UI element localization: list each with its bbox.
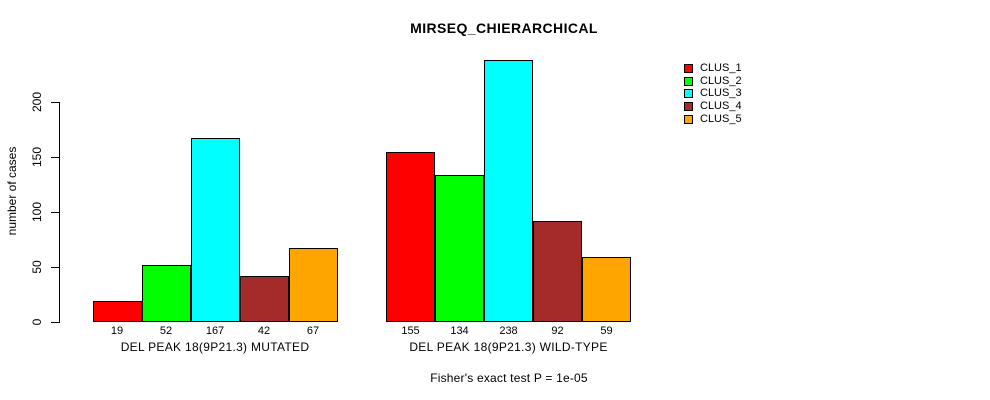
legend-label: CLUS_4 [700,99,742,112]
bar-value-label: 59 [600,325,613,337]
bar-clus_2-group2 [435,174,484,322]
y-axis-line [59,102,60,323]
y-axis-tick [51,212,59,213]
bar-clus_1-group2 [386,151,435,322]
legend-color-swatch [684,89,693,99]
legend-label: CLUS_5 [700,112,742,125]
legend-color-swatch [684,114,693,124]
y-axis-tick-label: 0 [30,318,44,326]
bar-clus_1-group1 [92,301,142,322]
bar-clus_5-group1 [288,248,338,322]
group-axis-label: DEL PEAK 18(9P21.3) WILD-TYPE [409,340,608,354]
y-axis-tick [51,322,59,323]
legend-item-clus_5: CLUS_5 [684,113,742,126]
group-axis-label: DEL PEAK 18(9P21.3) MUTATED [120,340,310,354]
legend: CLUS_1 CLUS_2 CLUS_3 CLUS_4 CLUS_5 [684,62,742,125]
legend-color-swatch [684,63,693,73]
bar-value-label: 92 [551,325,564,337]
legend-label: CLUS_2 [700,74,742,87]
y-axis-tick-label: 100 [30,201,44,223]
legend-label: CLUS_3 [700,87,742,100]
bar-value-label: 167 [205,325,225,337]
y-axis-tick-label: 50 [30,260,44,274]
legend-color-swatch [684,101,693,111]
fisher-test-caption: Fisher's exact test P = 1e-05 [430,371,588,385]
bar-clus_4-group1 [239,275,289,322]
bar-clus_3-group2 [484,60,533,322]
legend-item-clus_3: CLUS_3 [684,87,742,100]
legend-label: CLUS_1 [700,61,742,74]
bar-clus_2-group1 [141,264,191,322]
bar-value-label: 19 [110,325,124,337]
bar-clus_3-group1 [190,138,240,322]
bar-value-label: 67 [306,325,320,337]
legend-item-clus_2: CLUS_2 [684,75,742,88]
bar-clus_5-group2 [582,257,631,322]
y-axis-tick [51,102,59,103]
y-axis-tick [51,157,59,158]
bar-value-label: 134 [450,325,469,337]
bar-value-label: 155 [401,325,420,337]
bar-value-label: 42 [257,325,271,337]
legend-item-clus_4: CLUS_4 [684,100,742,113]
y-axis-title: number of cases [5,146,19,236]
bar-value-label: 52 [159,325,173,337]
chart-title: MIRSEQ_CHIERARCHICAL [410,20,598,36]
y-axis-tick [51,267,59,268]
legend-item-clus_1: CLUS_1 [684,62,742,75]
bar-clus_4-group2 [533,220,582,322]
y-axis-tick-label: 150 [30,146,44,168]
bar-value-label: 238 [499,325,518,337]
y-axis-tick-label: 200 [30,91,44,113]
legend-color-swatch [684,76,693,86]
